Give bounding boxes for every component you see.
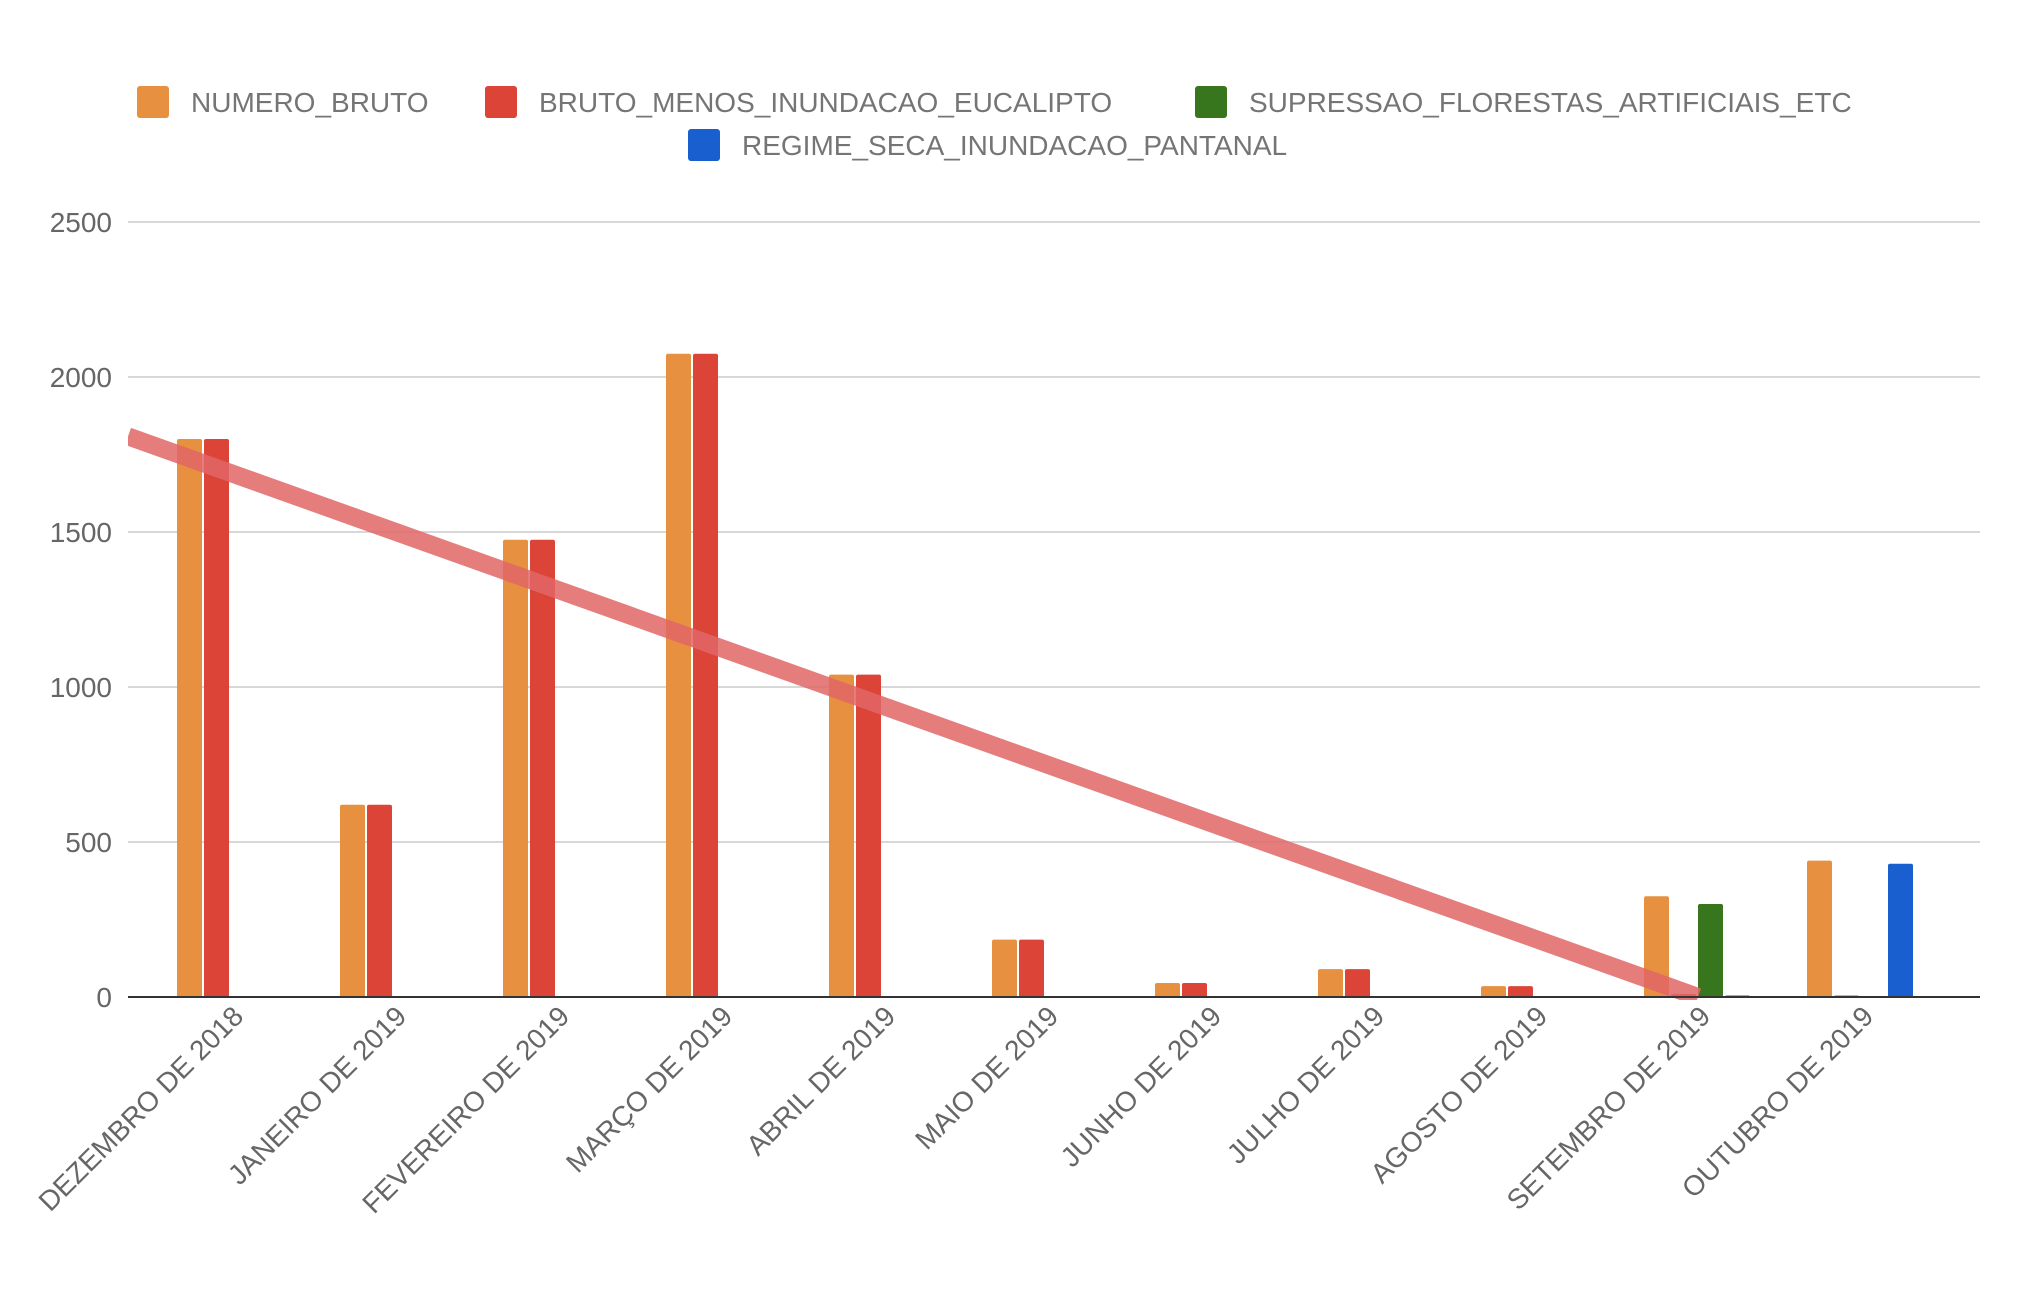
bar-bruto-menos-inundacao-eucalipto-maio-de-2019 <box>1019 939 1044 997</box>
bar-numero-bruto-julho-de-2019 <box>1318 969 1343 997</box>
bar-numero-bruto-mar-o-de-2019 <box>666 353 691 997</box>
x-tick-label: JULHO DE 2019 <box>1221 1000 1390 1169</box>
y-axis-ticks: 0 500 1000 1500 2000 2500 <box>50 207 112 1013</box>
legend-swatch <box>1195 86 1227 118</box>
y-tick-label: 0 <box>96 982 112 1013</box>
bar-bruto-menos-inundacao-eucalipto-fevereiro-de-2019 <box>530 539 555 997</box>
bar-numero-bruto-dezembro-de-2018 <box>177 439 202 997</box>
x-tick-label: MARÇO DE 2019 <box>560 1000 738 1178</box>
bar-numero-bruto-agosto-de-2019 <box>1481 986 1506 997</box>
y-tick-label: 1500 <box>50 517 112 548</box>
bar-bruto-menos-inundacao-eucalipto-dezembro-de-2018 <box>204 439 229 997</box>
y-tick-label: 500 <box>65 827 112 858</box>
bar-numero-bruto-junho-de-2019 <box>1155 983 1180 997</box>
y-tick-label: 2000 <box>50 362 112 393</box>
bar-numero-bruto-fevereiro-de-2019 <box>503 539 528 997</box>
x-tick-label: DEZEMBRO DE 2018 <box>33 1000 250 1217</box>
bar-numero-bruto-abril-de-2019 <box>829 674 854 997</box>
trendline <box>128 427 1702 1000</box>
trendline-layer <box>128 427 1702 1000</box>
bar-numero-bruto-maio-de-2019 <box>992 939 1017 997</box>
bar-numero-bruto-janeiro-de-2019 <box>340 804 365 997</box>
bar-bruto-menos-inundacao-eucalipto-agosto-de-2019 <box>1508 986 1533 997</box>
legend-label: REGIME_SECA_INUNDACAO_PANTANAL <box>742 130 1287 161</box>
bar-supressao-florestas-artificiais-etc-setembro-de-2019 <box>1698 904 1723 997</box>
legend-label: NUMERO_BRUTO <box>191 87 429 118</box>
legend-item-bruto-menos-inundacao-eucalipto: BRUTO_MENOS_INUNDACAO_EUCALIPTO <box>485 86 1112 118</box>
bar-regime-seca-inundacao-pantanal-outubro-de-2019 <box>1888 863 1913 997</box>
y-tick-label: 1000 <box>50 672 112 703</box>
y-tick-label: 2500 <box>50 207 112 238</box>
x-tick-label: JUNHO DE 2019 <box>1055 1000 1228 1173</box>
legend-swatch <box>688 129 720 161</box>
legend-swatch <box>485 86 517 118</box>
bar-bruto-menos-inundacao-eucalipto-janeiro-de-2019 <box>367 804 392 997</box>
bar-bruto-menos-inundacao-eucalipto-abril-de-2019 <box>856 674 881 997</box>
bar-numero-bruto-outubro-de-2019 <box>1807 860 1832 997</box>
gridlines <box>128 221 1980 843</box>
x-tick-label: JANEIRO DE 2019 <box>222 1000 412 1190</box>
legend-swatch <box>137 86 169 118</box>
legend-item-supressao-florestas-artificiais-etc: SUPRESSAO_FLORESTAS_ARTIFICIAIS_ETC <box>1195 86 1852 118</box>
legend-label: BRUTO_MENOS_INUNDACAO_EUCALIPTO <box>539 87 1112 118</box>
legend: NUMERO_BRUTO BRUTO_MENOS_INUNDACAO_EUCALI… <box>137 86 1852 161</box>
x-tick-label: ABRIL DE 2019 <box>740 1000 901 1161</box>
bar-bruto-menos-inundacao-eucalipto-junho-de-2019 <box>1182 983 1207 997</box>
x-tick-label: AGOSTO DE 2019 <box>1364 1000 1553 1189</box>
bar-bruto-menos-inundacao-eucalipto-julho-de-2019 <box>1345 969 1370 997</box>
legend-item-regime-seca-inundacao-pantanal: REGIME_SECA_INUNDACAO_PANTANAL <box>688 129 1287 161</box>
legend-label: SUPRESSAO_FLORESTAS_ARTIFICIAIS_ETC <box>1249 87 1852 118</box>
bars <box>177 353 1913 997</box>
x-tick-label: MAIO DE 2019 <box>909 1000 1064 1155</box>
bar-bruto-menos-inundacao-eucalipto-mar-o-de-2019 <box>693 353 718 997</box>
legend-item-numero-bruto: NUMERO_BRUTO <box>137 86 429 118</box>
